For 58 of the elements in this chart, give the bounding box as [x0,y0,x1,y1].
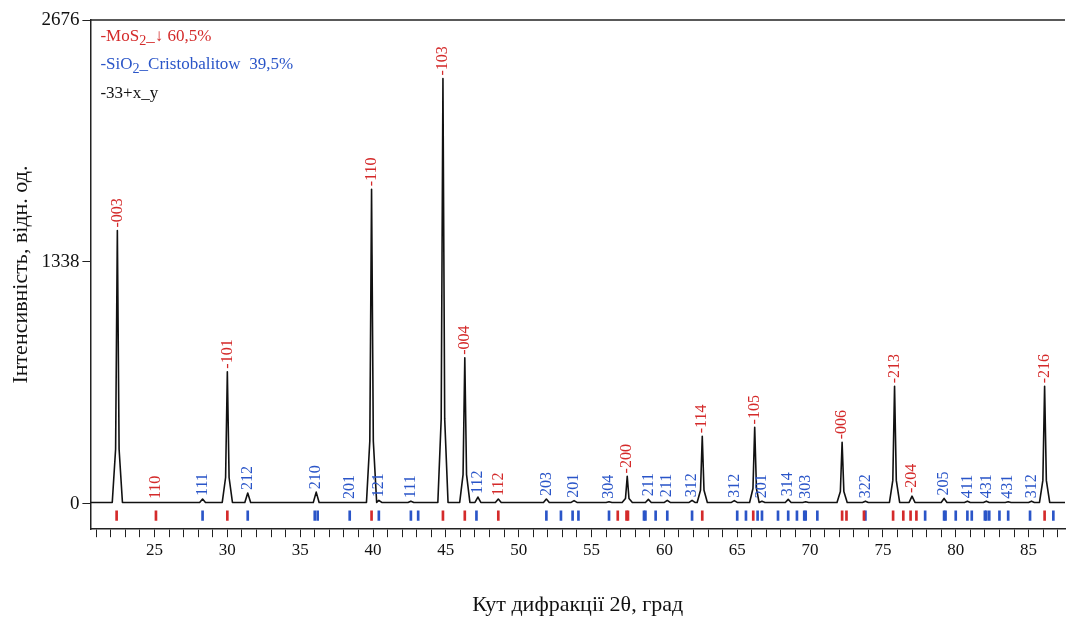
annotation: 303 [795,474,813,499]
annotation: 203 [536,472,554,496]
annotation: 431 [998,474,1016,499]
x-tick-label: 35 [291,539,309,559]
x-tick-label: 45 [437,539,455,559]
annotation: 211 [657,473,675,498]
y-tick-label: 0 [69,491,80,513]
annotation: 201 [339,475,357,500]
annotation: -204 [902,463,920,494]
annotation: 312 [1021,474,1039,499]
annotation: 112 [468,470,486,495]
y-tick-label: 1338 [41,249,80,271]
annotation: 211 [638,472,656,497]
text: -MoS$_{2}$_↓ 60,5% [100,25,213,51]
annotation: -103 [433,46,451,76]
annotation: 210 [306,465,324,490]
annotation: 312 [724,473,742,498]
annotation: -110 [361,157,379,187]
x-tick-label: 60 [655,539,673,559]
y-axis-title: Інтенсивність, відн. од. [6,165,32,384]
annotation: 111 [401,475,419,499]
annotation: 205 [934,471,952,496]
annotation: 411 [957,474,975,499]
x-tick-label: 50 [510,539,528,559]
annotation: 431 [976,474,994,499]
x-tick-label: 40 [364,539,382,559]
x-axis-title: Кут дифракції 2θ, град [472,590,684,616]
annotation: -216 [1034,354,1052,384]
x-tick-label: 25 [146,539,163,559]
annotation: 112 [488,472,506,496]
annotation: 304 [599,474,617,499]
annotation: 111 [192,473,210,496]
annotation: 201 [752,474,770,499]
annotation: 212 [237,466,255,491]
annotation: 312 [682,473,700,498]
annotation: -003 [107,198,125,228]
annotation: -101 [217,339,235,369]
annotation: -200 [617,444,635,474]
text: -33+x_y [100,81,160,104]
annotation: 121 [369,473,387,498]
x-tick-label: 55 [583,539,601,559]
annotation: -105 [744,395,762,425]
text: -SiO$_{2}$_Cristobalitow 39,5% [100,53,294,79]
annotation: -114 [692,404,710,434]
x-tick-label: 75 [874,539,892,559]
x-tick-label: 65 [728,539,746,559]
x-tick-label: 85 [1020,539,1038,559]
annotation: 314 [778,472,796,497]
x-tick-label: 30 [218,539,236,559]
annotation: -004 [455,325,472,355]
annotation: -006 [832,409,850,440]
annotation: 201 [564,473,582,498]
annotation: -213 [884,354,902,384]
annotation: 322 [855,474,873,499]
y-tick-label: 2676 [41,7,80,29]
annotation: 110 [146,475,164,500]
x-tick-label: 70 [801,539,819,559]
x-tick-label: 80 [947,539,965,559]
